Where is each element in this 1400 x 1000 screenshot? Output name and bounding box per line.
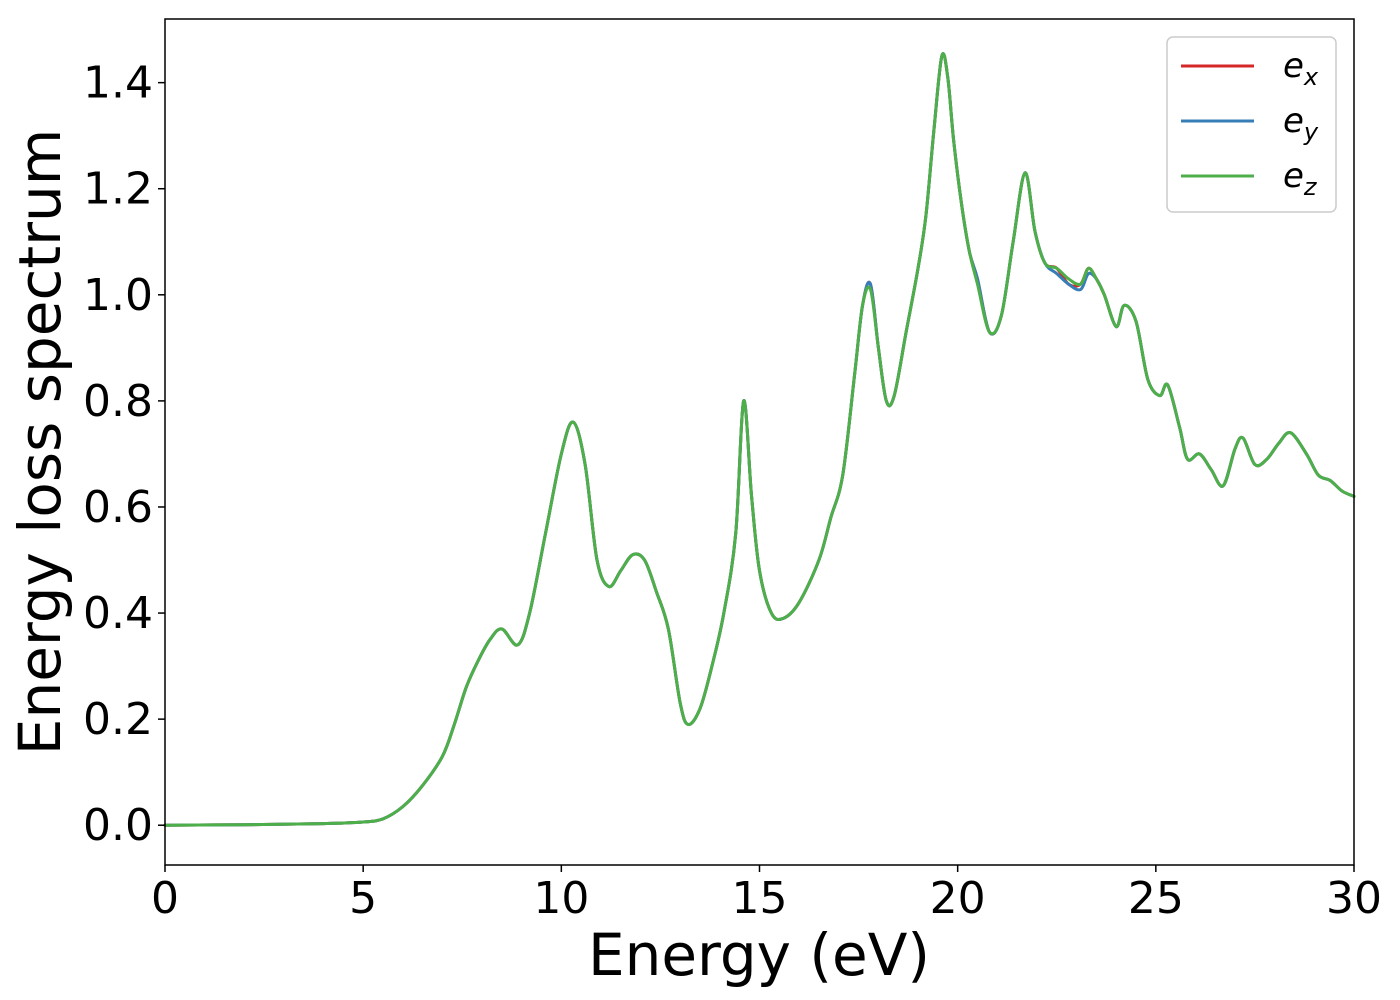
y-tick-label: 0.8 <box>83 376 153 427</box>
y-tick-label: 1.2 <box>83 164 153 215</box>
x-tick-label: 0 <box>151 873 179 924</box>
legend-label-e_y: ey <box>1283 101 1319 146</box>
x-tick-label: 15 <box>732 873 788 924</box>
y-tick-label: 0.0 <box>83 800 153 851</box>
y-axis-ticks: 0.0 0.2 0.4 0.6 0.8 1.0 1.2 1.4 <box>83 58 165 851</box>
x-axis-ticks: 0 5 10 15 20 25 30 <box>151 865 1382 924</box>
plot-background <box>165 19 1354 865</box>
y-tick-label: 0.4 <box>83 588 153 639</box>
x-tick-label: 10 <box>533 873 589 924</box>
y-tick-label: 1.4 <box>83 58 153 109</box>
y-axis-label: Energy loss spectrum <box>6 129 74 755</box>
y-tick-label: 0.6 <box>83 482 153 533</box>
y-tick-label: 1.0 <box>83 270 153 321</box>
x-tick-label: 30 <box>1326 873 1382 924</box>
plot-frame <box>164 18 1355 866</box>
y-tick-label: 0.2 <box>83 694 153 745</box>
series-layer <box>163 52 1356 827</box>
x-tick-label: 5 <box>349 873 377 924</box>
x-axis-label: Energy (eV) <box>588 921 930 989</box>
series-line-e_z <box>163 52 1356 827</box>
x-tick-label: 25 <box>1128 873 1184 924</box>
x-tick-label: 20 <box>930 873 986 924</box>
legend-box <box>1166 36 1337 213</box>
